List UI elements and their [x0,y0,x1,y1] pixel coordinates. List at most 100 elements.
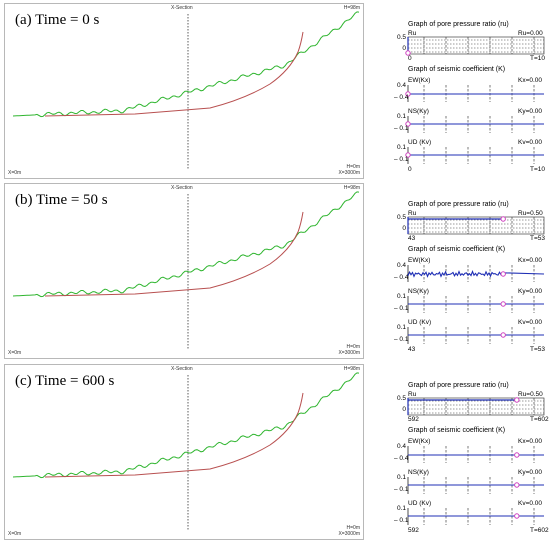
pore-t-end-c: T=602 [530,416,549,423]
simulation-view-a: (a) Time = 0 s X-Section H=98m X=0m H=0m… [4,3,364,179]
height-bottom-label-a: H=0m [346,164,360,170]
ud-tick-low-b: – 0.1 [394,336,409,343]
kx-value-a: Kx=0.00 [518,77,543,84]
ru-tick-low-a: 0 [402,45,406,52]
x-origin-label-c: X=0m [8,531,22,537]
cross-section-plot-a [12,11,360,169]
kx-value-b: Kx=0.00 [518,257,543,264]
ru-tick-low-c: 0 [402,406,406,413]
ew-label-c: EW(Kx) [408,438,431,445]
ns-marker [500,301,506,307]
height-bottom-label-b: H=0m [346,344,360,350]
ud-tick-low-c: – 0.1 [394,517,409,524]
time-title-c: (c) Time = 600 s [15,373,115,389]
ru-value-a: Ru=0.00 [518,30,543,37]
x-origin-label-b: X=0m [8,350,22,356]
x-section-label-c: X-Section [171,366,193,372]
ud-marker [405,152,411,158]
time-title-a: (a) Time = 0 s [15,12,100,28]
pore-marker [405,50,411,56]
x-origin-label-a: X=0m [8,170,22,176]
simulation-view-c: (c) Time = 600 s X-Section H=98m X=0m H=… [4,364,364,540]
ud-marker [514,513,520,519]
ns-tick-high-b: 0.1 [396,293,406,300]
pore-t-end-a: T=10 [530,55,545,62]
ns-marker [405,121,411,127]
ns-tick-high-c: 0.1 [396,474,406,481]
ns-label-b: NS(Ky) [408,288,429,295]
pore-graph-title-a: Graph of pore pressure ratio (ru) [408,21,509,28]
ud-label-a: UD (Kv) [408,139,432,146]
ew-tick-high-c: 0.4 [396,443,406,450]
ns-label-a: NS(Ky) [408,108,429,115]
ns-tick-low-b: – 0.1 [394,305,409,312]
ew-tick-low-c: – 0.4 [394,455,409,462]
ru-tick-high-b: 0.5 [396,214,406,221]
ew-series-line [407,269,545,278]
seismic-t-end-b: T=53 [530,346,545,353]
ru-tick-high-c: 0.5 [396,395,406,402]
ky-value-c: Ky=0.00 [518,469,543,476]
seismic-t-start-c: 592 [408,527,419,534]
cross-section-plot-b [12,191,360,349]
cross-section-plot-c [12,372,360,530]
x-section-label-b: X-Section [171,185,193,191]
ew-marker [514,452,520,458]
kx-value-c: Kx=0.00 [518,438,543,445]
ru-value-b: Ru=0.50 [518,210,543,217]
ru-axis-label-b: Ru [408,210,417,217]
ru-tick-low-b: 0 [402,225,406,232]
slip-surface-line [44,31,304,117]
graph-panel-b: Graph of pore pressure ratio (ru) Ru Ru=… [394,183,550,359]
ew-tick-high-a: 0.4 [396,82,406,89]
ru-value-c: Ru=0.50 [518,391,543,398]
seismic-t-start-a: 0 [408,166,412,173]
graph-panel-c: Graph of pore pressure ratio (ru) Ru Ru=… [394,364,550,540]
ru-axis-label-a: Ru [408,30,417,37]
x-end-label-c: X=3000m [338,531,360,537]
ns-tick-high-a: 0.1 [396,113,406,120]
ground-surface-line [12,11,360,118]
graph-plots-b [407,216,545,344]
slip-surface-line [44,211,304,297]
ns-tick-low-a: – 0.1 [394,125,409,132]
ns-tick-low-c: – 0.1 [394,486,409,493]
ru-axis-label-c: Ru [408,391,417,398]
kv-value-c: Kv=0.00 [518,500,543,507]
ky-value-a: Ky=0.00 [518,108,543,115]
ew-marker [500,271,506,277]
pore-graph-box [407,36,545,55]
time-title-b: (b) Time = 50 s [15,192,108,208]
ground-surface-line [12,372,360,479]
ns-label-c: NS(Ky) [408,469,429,476]
ground-surface-line [12,191,360,298]
ud-tick-low-a: – 0.1 [394,156,409,163]
pore-t-start-b: 43 [408,235,416,242]
pore-t-start-c: 592 [408,416,419,423]
seismic-graph-title-b: Graph of seismic coefficient (K) [408,246,506,253]
ru-tick-high-a: 0.5 [396,34,406,41]
x-end-label-b: X=3000m [338,350,360,356]
pore-marker [500,216,506,222]
height-top-label-a: H=98m [343,5,360,11]
graph-panel-a: Graph of pore pressure ratio (ru) Ru Ru=… [394,3,550,179]
ew-label-b: EW(Kx) [408,257,431,264]
ud-label-c: UD (Kv) [408,500,432,507]
slip-surface-line [44,392,304,478]
ud-marker [500,332,506,338]
x-section-label-a: X-Section [171,5,193,11]
simulation-view-b: (b) Time = 50 s X-Section H=98m X=0m H=0… [4,183,364,359]
ew-label-a: EW(Kx) [408,77,431,84]
ky-value-b: Ky=0.00 [518,288,543,295]
pore-graph-title-c: Graph of pore pressure ratio (ru) [408,382,509,389]
ew-tick-high-b: 0.4 [396,262,406,269]
ew-tick-low-a: – 0.4 [394,94,409,101]
ud-tick-high-a: 0.1 [396,144,406,151]
ew-marker [405,91,411,97]
ud-tick-high-c: 0.1 [396,505,406,512]
seismic-graph-title-a: Graph of seismic coefficient (K) [408,66,506,73]
ud-label-b: UD (Kv) [408,319,432,326]
ud-tick-high-b: 0.1 [396,324,406,331]
seismic-t-end-a: T=10 [530,166,545,173]
seismic-graph-title-c: Graph of seismic coefficient (K) [408,427,506,434]
